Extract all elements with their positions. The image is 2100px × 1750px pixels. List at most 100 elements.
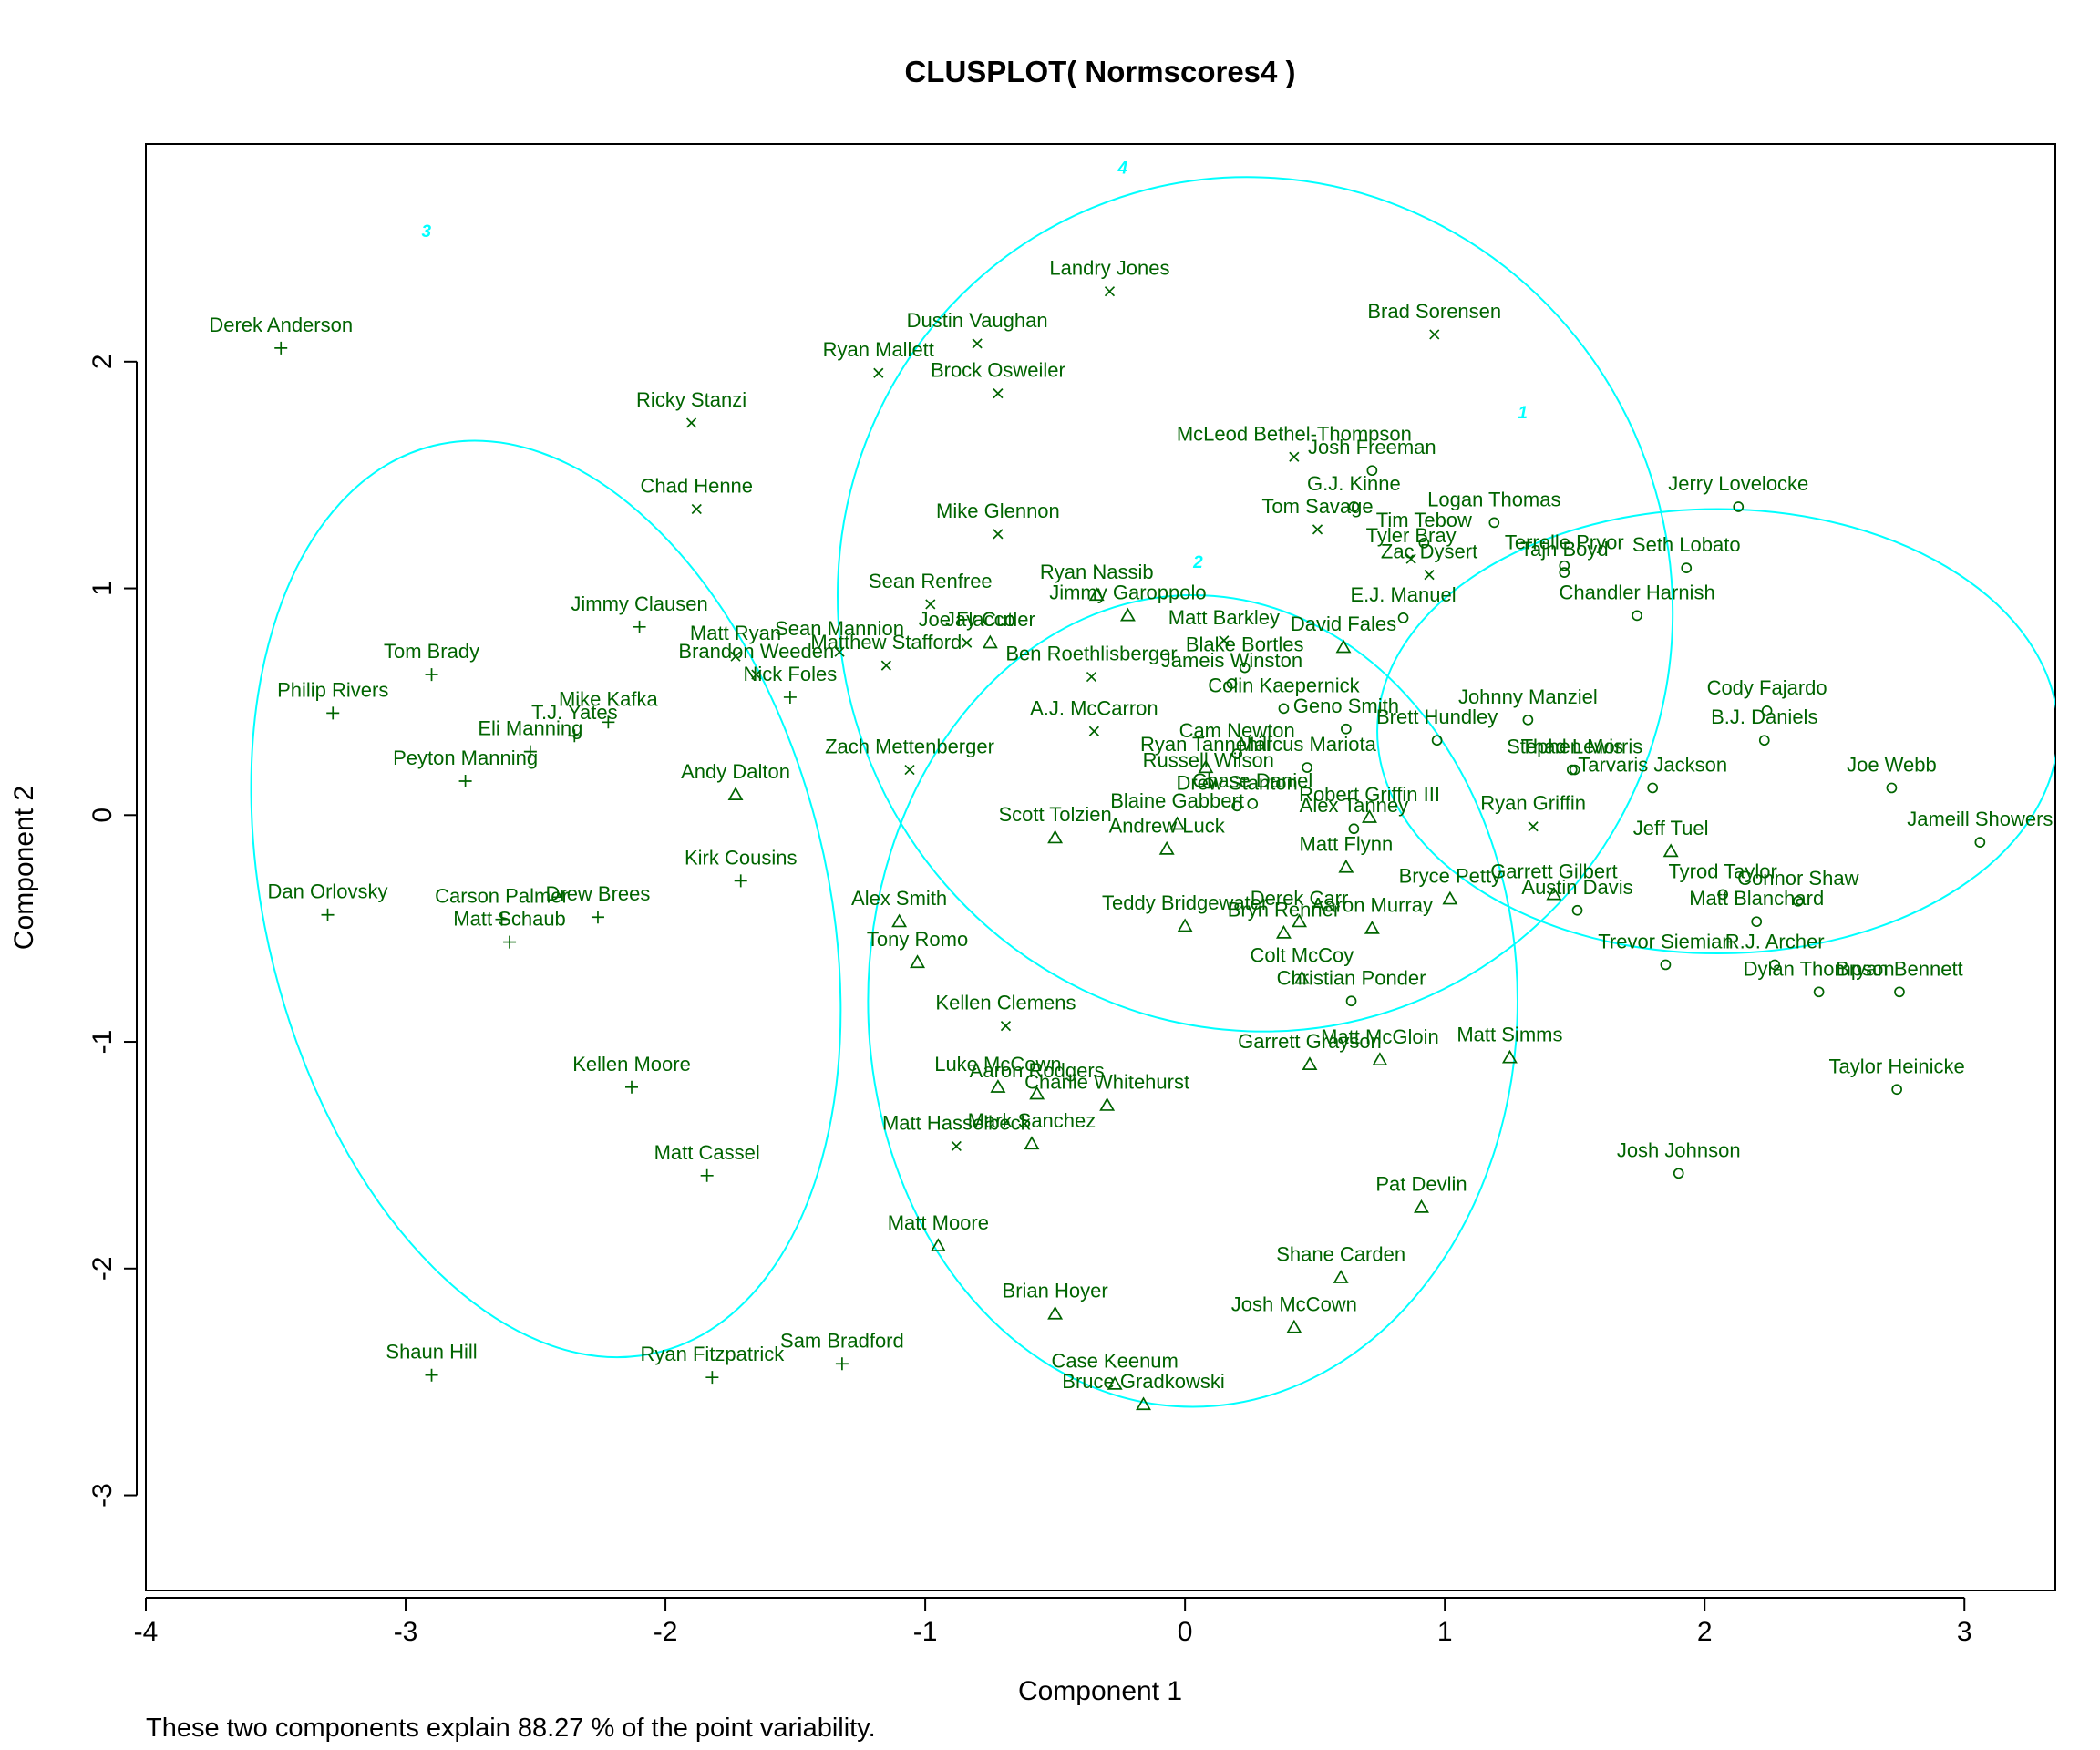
point-label: Ryan Nassib bbox=[1040, 561, 1154, 583]
cluster-ellipse-1 bbox=[1376, 508, 2055, 954]
point-label: Ryan Griffin bbox=[1480, 792, 1586, 815]
point-label: Chase Daniel bbox=[1192, 769, 1312, 792]
point-marker-cluster-3 bbox=[705, 1371, 719, 1385]
y-axis-label: Component 2 bbox=[9, 786, 39, 950]
point-marker-cluster-4 bbox=[904, 764, 915, 776]
point-label: Cam Newton bbox=[1179, 719, 1295, 742]
x-tick-label: 1 bbox=[1437, 1617, 1453, 1647]
point-label: Landry Jones bbox=[1049, 257, 1169, 280]
point-marker-cluster-4 bbox=[751, 669, 762, 680]
point-marker-cluster-4 bbox=[1104, 286, 1116, 297]
point-marker-circle bbox=[1231, 800, 1242, 812]
point-marker-circle bbox=[1488, 517, 1500, 529]
x-tick-label: -2 bbox=[654, 1617, 678, 1647]
point-marker-cluster-4 bbox=[730, 651, 741, 662]
point-label: Teddy Bridgewater bbox=[1102, 891, 1268, 914]
x-axis-label: Component 1 bbox=[1018, 1676, 1182, 1706]
point-label: Matt Schaub bbox=[453, 908, 566, 931]
point-marker-cluster-3 bbox=[602, 715, 615, 729]
cluster-ellipse-2 bbox=[867, 594, 1518, 1408]
point-label: Seth Lobato bbox=[1632, 533, 1741, 556]
point-label: Ben Roethlisberger bbox=[1005, 643, 1177, 665]
point-label: Alex Smith bbox=[851, 887, 947, 910]
point-marker-cluster-2 bbox=[1293, 970, 1310, 984]
point-label: B.J. Daniels bbox=[1711, 705, 1817, 728]
point-label: Ryan Mallett bbox=[823, 338, 934, 361]
point-marker-cluster-4 bbox=[1219, 635, 1230, 646]
point-marker-cluster-2 bbox=[990, 1079, 1006, 1093]
point-marker-cluster-4 bbox=[1289, 451, 1300, 462]
point-label: Joe Flacco bbox=[919, 608, 1015, 631]
point-marker-cluster-3 bbox=[425, 668, 438, 682]
cluster-labels: 1 2 3 4 bbox=[422, 159, 1528, 572]
point-markers bbox=[274, 286, 1986, 1411]
point-label: Russell Wilson bbox=[1143, 748, 1274, 771]
point-label: Ryan Fitzpatrick bbox=[641, 1343, 786, 1365]
point-marker-cluster-3 bbox=[321, 908, 335, 921]
point-marker-circle bbox=[1247, 798, 1259, 809]
point-marker-cluster-2 bbox=[1372, 1052, 1388, 1066]
point-label: Cody Fajardo bbox=[1707, 676, 1827, 699]
point-label: Tim Tebow bbox=[1376, 509, 1472, 531]
point-marker-circle bbox=[1345, 995, 1357, 1007]
point-label: Johnny Manziel bbox=[1458, 685, 1598, 708]
point-label: Jimmy Clausen bbox=[571, 592, 707, 615]
point-label: Ryan Tannehill bbox=[1140, 733, 1271, 756]
x-tick-label: 0 bbox=[1178, 1617, 1193, 1647]
point-label: Nick Foles bbox=[744, 663, 838, 685]
point-marker-circle bbox=[1769, 959, 1781, 971]
cluster-ellipse-3 bbox=[250, 439, 842, 1359]
x-axis: -4 -3 -2 -1 0 1 2 3 bbox=[134, 1597, 1972, 1647]
point-label: Alex Tanney bbox=[1300, 794, 1408, 817]
point-label: Eli Manning bbox=[478, 717, 582, 740]
point-marker-circle bbox=[1761, 705, 1773, 716]
point-marker-cluster-2 bbox=[1362, 809, 1377, 823]
point-marker-cluster-4 bbox=[962, 637, 973, 648]
point-marker-circle bbox=[1348, 501, 1360, 512]
point-marker-cluster-4 bbox=[972, 338, 983, 349]
cluster-label-2: 2 bbox=[1192, 553, 1203, 572]
point-label: Brian Hoyer bbox=[1003, 1280, 1108, 1302]
x-tick-label: 2 bbox=[1697, 1617, 1713, 1647]
cluster-label-3: 3 bbox=[422, 222, 432, 242]
point-marker-cluster-4 bbox=[1424, 570, 1435, 581]
point-marker-cluster-4 bbox=[880, 660, 891, 671]
point-marker-circle bbox=[1397, 612, 1409, 623]
y-tick-label: -3 bbox=[88, 1483, 118, 1508]
point-marker-cluster-2 bbox=[1662, 843, 1679, 858]
point-label: Matthew Stafford bbox=[810, 631, 962, 654]
point-marker-cluster-2 bbox=[1442, 890, 1458, 905]
point-marker-circle bbox=[1569, 764, 1580, 776]
point-label: Sean Mannion bbox=[775, 617, 904, 640]
point-marker-cluster-2 bbox=[1333, 1270, 1349, 1283]
point-label: Bryn Renner bbox=[1228, 899, 1341, 921]
point-marker-cluster-4 bbox=[685, 417, 697, 428]
point-label: Austin Davis bbox=[1521, 876, 1632, 899]
point-label: Thad Lewis bbox=[1521, 736, 1624, 758]
point-label: Dylan Thompson bbox=[1744, 957, 1895, 980]
point-marker-circle bbox=[1571, 904, 1583, 916]
point-marker-circle bbox=[1974, 837, 1986, 848]
point-label: Tom Brady bbox=[384, 640, 479, 663]
point-label: McLeod Bethel-Thompson bbox=[1177, 422, 1412, 445]
cluster-ellipses bbox=[250, 176, 2055, 1408]
point-marker-circle bbox=[1758, 735, 1770, 746]
point-marker-cluster-3 bbox=[503, 935, 517, 949]
point-label: Jameill Showers bbox=[1907, 808, 2053, 830]
point-marker-cluster-2 bbox=[1169, 816, 1186, 830]
point-marker-cluster-4 bbox=[873, 367, 884, 378]
point-label: Garrett Gilbert bbox=[1490, 860, 1617, 882]
point-label: Tom Savage bbox=[1261, 495, 1373, 518]
point-label: Tony Romo bbox=[867, 928, 968, 951]
y-tick-label: 1 bbox=[88, 581, 118, 596]
point-label: Sam Bradford bbox=[780, 1329, 904, 1352]
point-marker-cluster-4 bbox=[1312, 524, 1323, 535]
point-marker-circle bbox=[1302, 762, 1312, 773]
point-marker-cluster-4 bbox=[951, 1140, 962, 1152]
point-labels: Derek Anderson Tom Brady Philip Rivers Eli … bbox=[209, 257, 2053, 1393]
point-marker-cluster-3 bbox=[734, 874, 747, 888]
point-label: Andy Dalton bbox=[681, 760, 790, 783]
point-marker-cluster-2 bbox=[1286, 1319, 1302, 1333]
point-label: Trevor Siemian bbox=[1598, 930, 1733, 952]
point-label: Zach Mettenberger bbox=[825, 736, 994, 758]
